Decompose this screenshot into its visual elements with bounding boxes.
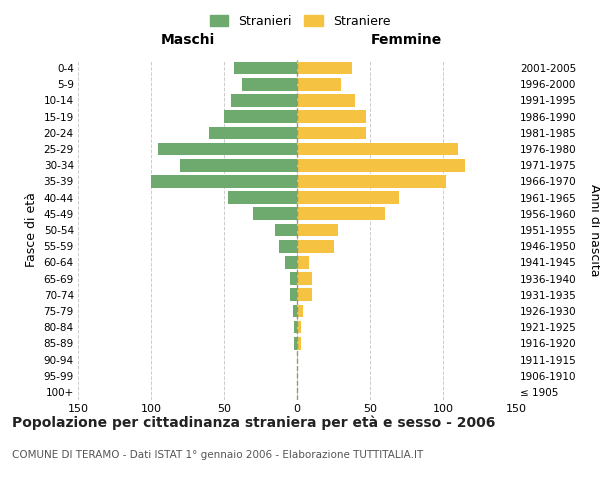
Bar: [242, 78, 297, 90]
Bar: [297, 192, 399, 204]
Y-axis label: Anni di nascita: Anni di nascita: [588, 184, 600, 276]
Bar: [158, 142, 297, 156]
Bar: [297, 321, 301, 334]
Bar: [275, 224, 297, 236]
Bar: [293, 304, 297, 318]
Bar: [297, 94, 355, 107]
Bar: [297, 240, 334, 252]
Bar: [286, 256, 297, 268]
Bar: [297, 288, 311, 301]
Text: Femmine: Femmine: [371, 33, 442, 47]
Bar: [297, 272, 311, 285]
Bar: [297, 126, 365, 139]
Bar: [290, 288, 297, 301]
Bar: [280, 240, 297, 252]
Bar: [224, 110, 297, 123]
Bar: [229, 192, 297, 204]
Bar: [297, 159, 465, 172]
Bar: [297, 224, 338, 236]
Bar: [253, 208, 297, 220]
Bar: [151, 175, 297, 188]
Bar: [294, 321, 297, 334]
Bar: [294, 337, 297, 349]
Bar: [297, 62, 352, 74]
Legend: Stranieri, Straniere: Stranieri, Straniere: [206, 11, 394, 32]
Bar: [180, 159, 297, 172]
Bar: [297, 110, 365, 123]
Bar: [234, 62, 297, 74]
Text: Maschi: Maschi: [160, 33, 215, 47]
Bar: [297, 142, 458, 156]
Bar: [290, 272, 297, 285]
Text: Popolazione per cittadinanza straniera per età e sesso - 2006: Popolazione per cittadinanza straniera p…: [12, 415, 496, 430]
Bar: [297, 78, 341, 90]
Bar: [297, 337, 301, 349]
Bar: [297, 175, 446, 188]
Bar: [297, 304, 303, 318]
Text: COMUNE DI TERAMO - Dati ISTAT 1° gennaio 2006 - Elaborazione TUTTITALIA.IT: COMUNE DI TERAMO - Dati ISTAT 1° gennaio…: [12, 450, 423, 460]
Bar: [209, 126, 297, 139]
Bar: [297, 208, 385, 220]
Bar: [297, 256, 308, 268]
Y-axis label: Fasce di età: Fasce di età: [25, 192, 38, 268]
Bar: [232, 94, 297, 107]
